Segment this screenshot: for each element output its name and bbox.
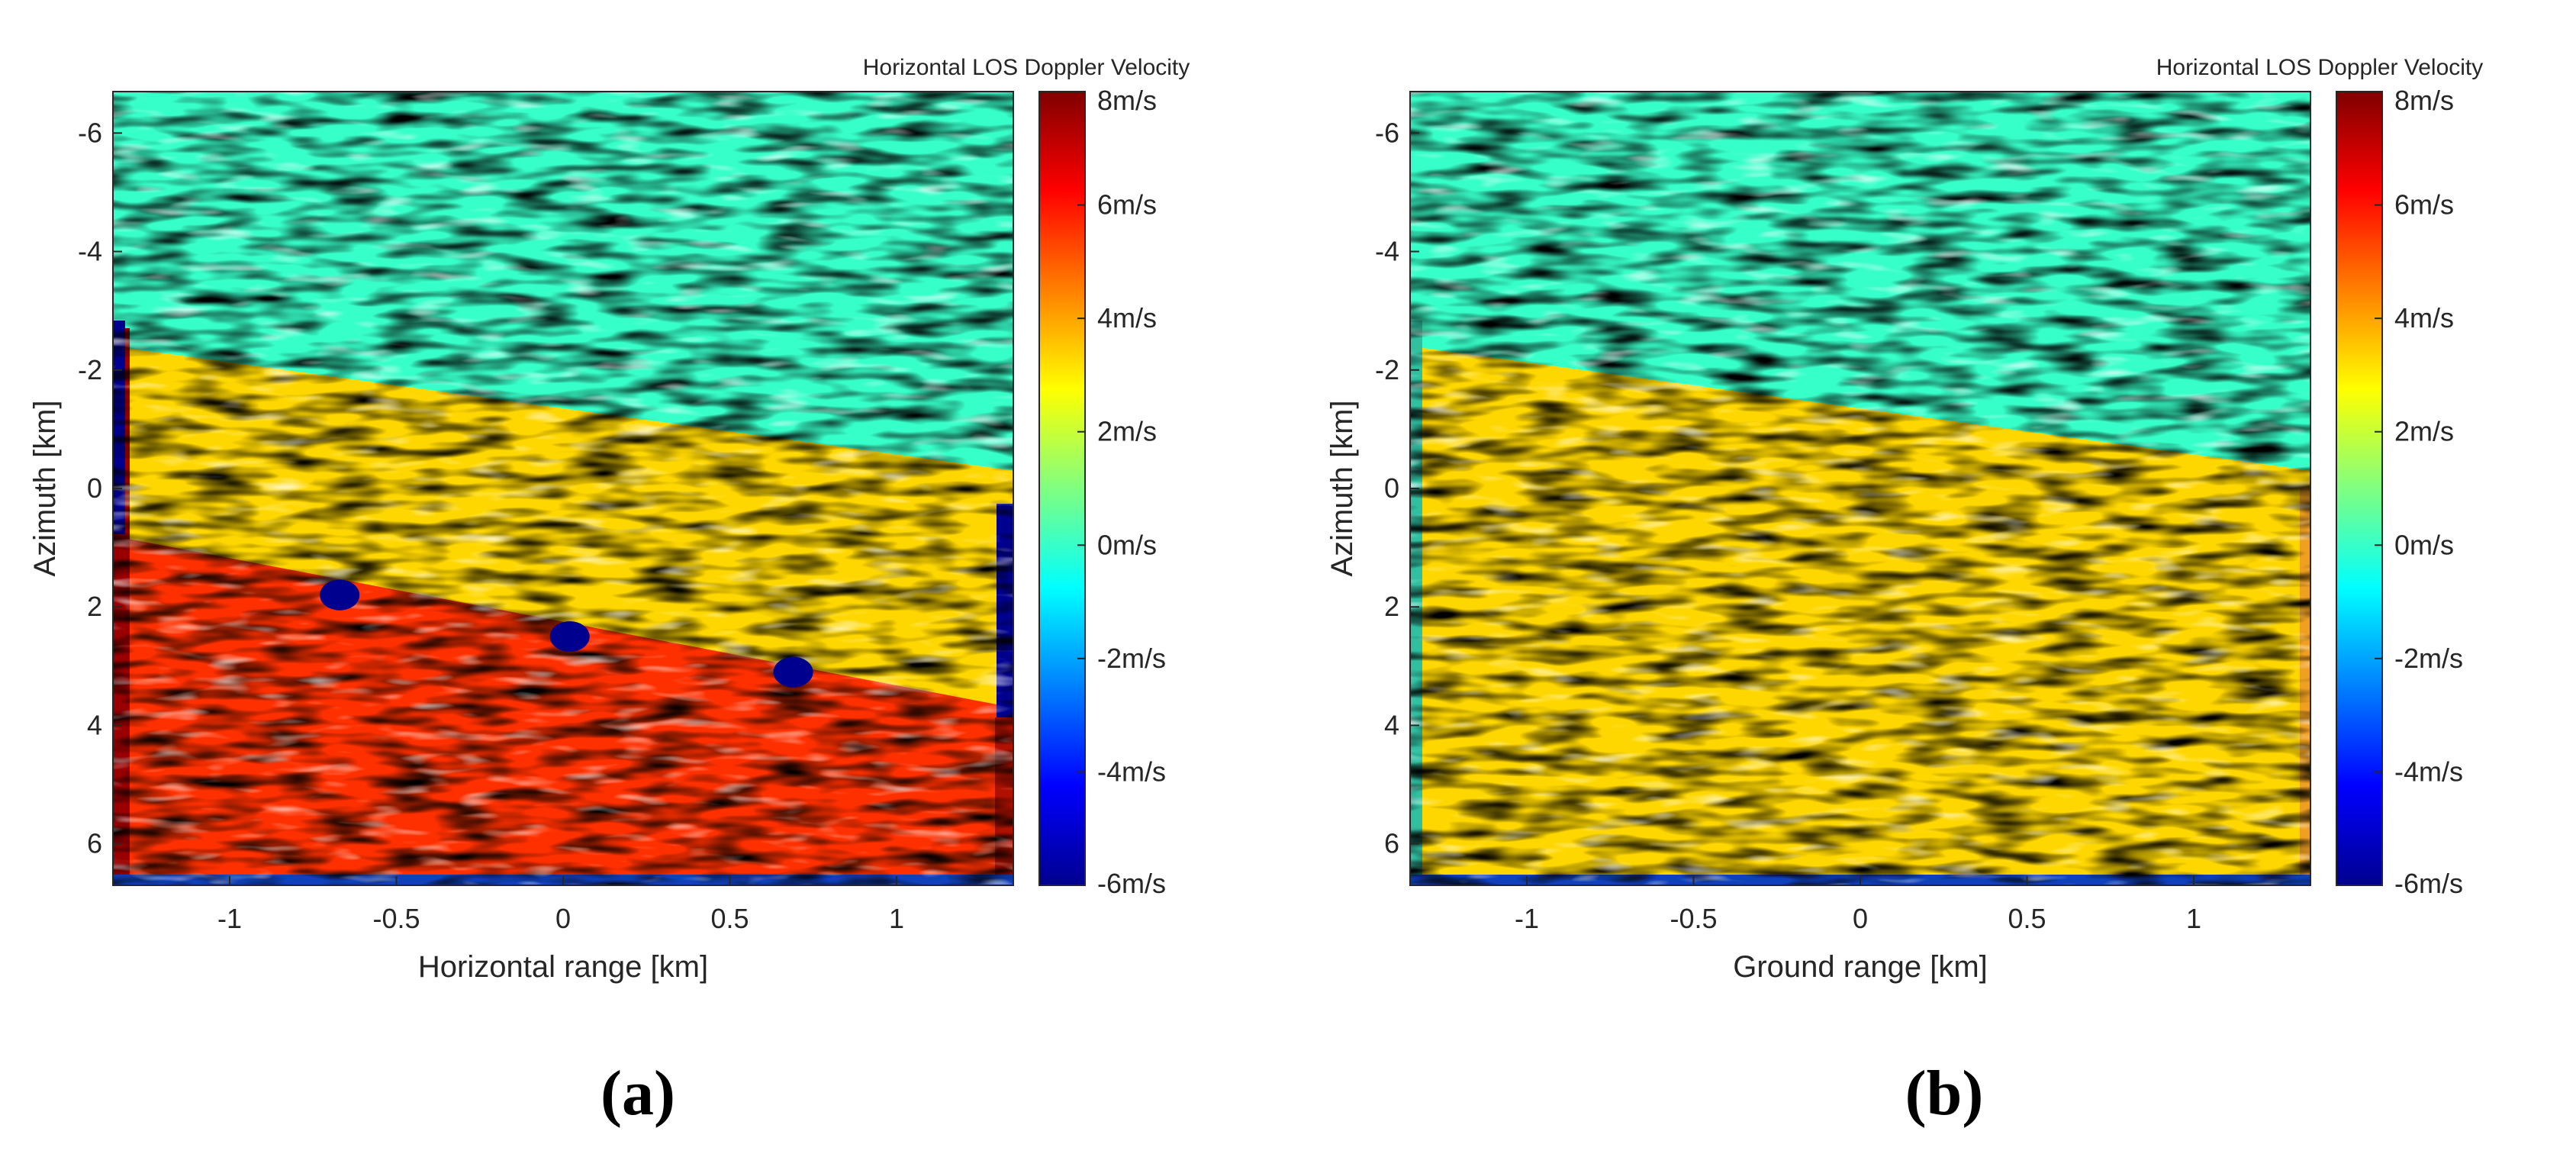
plot-area-a <box>113 92 1013 885</box>
y-tick-label: -6 <box>1375 117 1399 148</box>
y-tick-label: 0 <box>1384 472 1399 504</box>
noise-light-b <box>1410 92 2310 885</box>
plot-area-b <box>1410 92 2310 885</box>
targets-a <box>320 579 813 688</box>
y-tick-label: 4 <box>87 709 102 740</box>
y-tick-label: 6 <box>1384 828 1399 859</box>
y-tick-label: -6 <box>78 117 102 148</box>
target-3-a <box>773 656 813 688</box>
x-tick-label: 1 <box>2186 903 2201 934</box>
x-tick-label: -0.5 <box>372 903 420 934</box>
target-2-a <box>549 621 590 653</box>
colorbar-ticks-b: 8m/s 6m/s 4m/s 2m/s 0m/s -2m/s -4m/s -6m/s <box>2375 85 2463 899</box>
colorbar-tick-label: 2m/s <box>2394 416 2454 447</box>
x-tick-label: 0 <box>555 903 571 934</box>
colorbar-title-b: Horizontal LOS Doppler Velocity <box>2156 55 2484 80</box>
y-axis-label-a: Azimuth [km] <box>28 400 62 576</box>
colorbar-tick-label: -2m/s <box>1097 643 1166 674</box>
y-tick-label: 4 <box>1384 709 1399 740</box>
x-tick-label: 0 <box>1853 903 1868 934</box>
x-tick-label: 1 <box>889 903 904 934</box>
y-tick-label: -4 <box>1375 236 1399 267</box>
y-axis-label-b: Azimuth [km] <box>1325 400 1359 576</box>
x-tick-label: -1 <box>217 903 242 934</box>
x-tick-label: -1 <box>1515 903 1539 934</box>
y-tick-label: -2 <box>78 354 102 385</box>
colorbar-tick-label: -2m/s <box>2394 643 2463 674</box>
y-tick-label: 0 <box>87 472 102 504</box>
x-axis-label-b: Ground range [km] <box>1733 950 1988 984</box>
y-ticks-a: -6 -4 -2 0 2 4 6 <box>78 117 122 859</box>
panel-b: Horizontal LOS Doppler Velocity -6 -4 -2 0 2… <box>1325 55 2483 1129</box>
colorbar-tick-label: -4m/s <box>2394 756 2463 787</box>
colorbar-tick-label: 2m/s <box>1097 416 1157 447</box>
colorbar-tick-label: -6m/s <box>1097 868 1166 899</box>
panel-a: Horizontal LOS Doppler Velocity -6 -4 -2 0 2… <box>28 55 1190 1129</box>
colorbar-tick-label: 0m/s <box>1097 529 1157 560</box>
colorbar-tick-label: 6m/s <box>1097 189 1157 221</box>
y-tick-label: -2 <box>1375 354 1399 385</box>
colorbar-tick-label: -6m/s <box>2394 868 2463 899</box>
x-axis-label-a: Horizontal range [km] <box>418 950 708 984</box>
colorbar-ticks-a: 8m/s 6m/s 4m/s 2m/s 0m/s -2m/s -4m/s -6m/s <box>1077 85 1166 899</box>
colorbar-tick-label: 8m/s <box>2394 85 2454 116</box>
x-ticks-a: -1 -0.5 0 0.5 1 <box>217 876 904 934</box>
target-1-a <box>320 579 360 611</box>
colorbar-tick-label: 0m/s <box>2394 529 2454 560</box>
colorbar-tick-label: 8m/s <box>1097 85 1157 116</box>
colorbar-b <box>2336 91 2383 886</box>
y-tick-label: 2 <box>1384 591 1399 622</box>
y-tick-label: 2 <box>87 591 102 622</box>
panel-label-b: (b) <box>1905 1058 1984 1129</box>
y-tick-label: -4 <box>78 236 102 267</box>
colorbar-title-a: Horizontal LOS Doppler Velocity <box>863 55 1190 80</box>
y-ticks-b: -6 -4 -2 0 2 4 6 <box>1375 117 1419 859</box>
x-tick-label: -0.5 <box>1670 903 1717 934</box>
noise-light-a <box>113 92 1013 885</box>
colorbar-tick-label: -4m/s <box>1097 756 1166 787</box>
x-tick-label: 0.5 <box>2008 903 2046 934</box>
colorbar-tick-label: 4m/s <box>1097 302 1157 334</box>
x-ticks-b: -1 -0.5 0 0.5 1 <box>1515 876 2201 934</box>
y-tick-label: 6 <box>87 828 102 859</box>
x-tick-label: 0.5 <box>710 903 749 934</box>
panel-label-a: (a) <box>601 1058 675 1129</box>
colorbar-tick-label: 4m/s <box>2394 302 2454 334</box>
colorbar-tick-label: 6m/s <box>2394 189 2454 221</box>
colorbar-a <box>1038 91 1086 886</box>
